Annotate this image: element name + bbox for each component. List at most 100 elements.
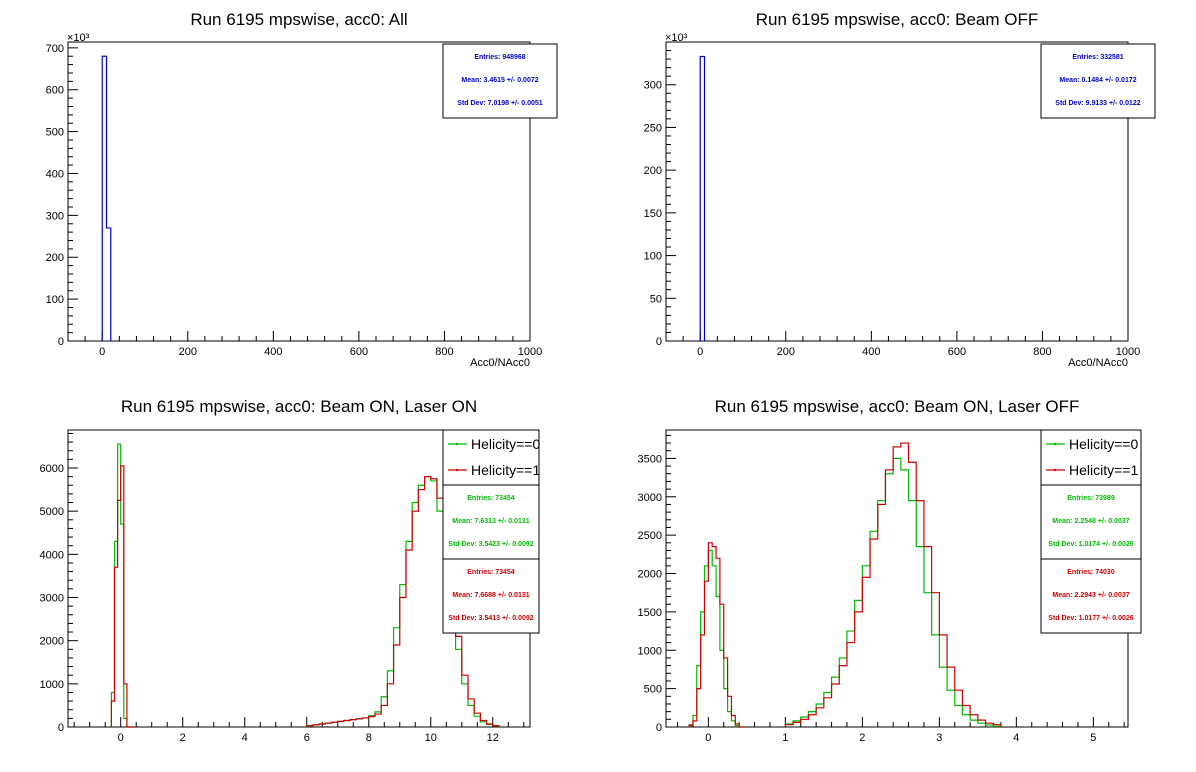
x-tick-label: 4 xyxy=(242,732,248,744)
histogram-series-2 xyxy=(784,457,1002,727)
x-tick-label: 200 xyxy=(777,346,795,358)
y-tick-label: 500 xyxy=(46,127,64,139)
y-exponent-label: ×10³ xyxy=(665,32,688,44)
y-tick-label: 200 xyxy=(46,252,64,264)
plot-frame xyxy=(67,41,531,342)
x-tick-label: 400 xyxy=(264,346,282,358)
histogram-series-0 xyxy=(699,55,706,341)
x-tick-label: 200 xyxy=(179,346,197,358)
stats-line: Mean: 7.6313 +/- 0.0131 xyxy=(452,518,529,525)
legend-label: Helicity==0 xyxy=(471,436,540,452)
stats-line: Std Dev: 1.0177 +/- 0.0026 xyxy=(1048,615,1134,622)
y-tick-label: 100 xyxy=(644,251,662,263)
legend-label: Helicity==0 xyxy=(1069,436,1138,452)
chart-svg: 0 100 200 300 400 500 600 700 0 200 400 600 800 1000A… xyxy=(46,32,558,369)
x-tick-label: 800 xyxy=(435,346,453,358)
histogram-series-0 xyxy=(101,55,112,341)
x-tick-label: 0 xyxy=(99,346,105,358)
stats-line: Std Dev: 7.0198 +/- 0.0051 xyxy=(457,100,543,107)
y-tick-label: 50 xyxy=(650,293,662,305)
y-tick-label: 500 xyxy=(644,684,662,696)
stats-line: Entries: 73454 xyxy=(467,569,515,576)
x-tick-label: 800 xyxy=(1033,346,1051,358)
histogram-pad-beam-off: Run 6195 mpswise, acc0: Beam OFF 0 50 100 1… xyxy=(598,0,1196,386)
y-tick-label: 0 xyxy=(656,336,662,348)
x-tick-label: 12 xyxy=(487,732,499,744)
histogram-series-1 xyxy=(110,465,134,728)
histogram-pad-all: Run 6195 mpswise, acc0: All 0 100 200 300 40… xyxy=(0,0,598,386)
x-axis-title: Acc0/NAcc0 xyxy=(1068,357,1128,369)
stats-line: Entries: 332581 xyxy=(1072,54,1123,61)
stats-box xyxy=(1040,558,1142,634)
x-tick-label: 5 xyxy=(1090,732,1096,744)
chart-svg: 0 50 100 150 200 250 300 0 200 400 600 800 1000Acc0/… xyxy=(644,32,1156,369)
y-tick-label: 6000 xyxy=(40,463,64,475)
y-tick-label: 1000 xyxy=(638,645,662,657)
stats-line: Mean: 0.1484 +/- 0.0172 xyxy=(1059,77,1136,84)
x-axis-title: Acc0/NAcc0 xyxy=(470,357,530,369)
x-tick-label: 0 xyxy=(697,346,703,358)
stats-line: Mean: 2.2548 +/- 0.0037 xyxy=(1052,518,1129,525)
pad-title: Run 6195 mpswise, acc0: Beam ON, Laser O… xyxy=(714,397,1080,416)
x-tick-label: 0 xyxy=(118,732,124,744)
pad-title: Run 6195 mpswise, acc0: All xyxy=(190,10,408,29)
x-tick-label: 10 xyxy=(425,732,437,744)
x-tick-label: 1000 xyxy=(518,346,542,358)
stats-box xyxy=(442,558,540,634)
y-exponent-label: ×10³ xyxy=(67,32,90,44)
stats-box xyxy=(1040,43,1156,119)
stats-line: Entries: 73989 xyxy=(1067,495,1115,502)
histogram-series-3 xyxy=(306,476,500,727)
y-tick-label: 150 xyxy=(644,208,662,220)
stats-box xyxy=(1040,484,1142,560)
y-tick-label: 250 xyxy=(644,122,662,134)
legend-label: Helicity==1 xyxy=(1069,462,1138,478)
histogram-series-1 xyxy=(688,542,743,728)
y-tick-label: 1000 xyxy=(40,679,64,691)
y-tick-label: 5000 xyxy=(40,506,64,518)
x-tick-label: 400 xyxy=(862,346,880,358)
chart-svg: 0 1000 2000 3000 4000 5000 6000 0 2 4 6 8 10 12 Helici… xyxy=(40,429,540,744)
stats-line: Std Dev: 3.5423 +/- 0.0092 xyxy=(448,541,534,548)
x-tick-label: 600 xyxy=(948,346,966,358)
y-tick-label: 300 xyxy=(46,210,64,222)
y-tick-label: 100 xyxy=(46,294,64,306)
legend-label: Helicity==1 xyxy=(471,462,540,478)
x-tick-label: 600 xyxy=(350,346,368,358)
stats-box xyxy=(442,484,540,560)
stats-line: Std Dev: 3.5413 +/- 0.0092 xyxy=(448,615,534,622)
histogram-pad-beam-on-laser-off: Run 6195 mpswise, acc0: Beam ON, Laser O… xyxy=(598,386,1196,772)
y-tick-label: 2000 xyxy=(638,569,662,581)
stats-line: Mean: 2.2943 +/- 0.0037 xyxy=(1052,592,1129,599)
x-tick-label: 0 xyxy=(705,732,711,744)
pad-title: Run 6195 mpswise, acc0: Beam ON, Laser O… xyxy=(120,397,478,416)
x-tick-label: 2 xyxy=(180,732,186,744)
legend-box xyxy=(442,429,540,486)
histogram-series-0 xyxy=(688,549,743,728)
stats-line: Entries: 74030 xyxy=(1067,569,1115,576)
y-tick-label: 0 xyxy=(656,722,662,734)
y-tick-label: 400 xyxy=(46,168,64,180)
x-tick-label: 4 xyxy=(1013,732,1019,744)
x-tick-label: 1000 xyxy=(1116,346,1140,358)
legend-marker xyxy=(1053,468,1057,472)
y-tick-label: 2500 xyxy=(638,530,662,542)
plot-frame xyxy=(665,41,1129,342)
y-tick-label: 700 xyxy=(46,43,64,55)
y-tick-label: 600 xyxy=(46,85,64,97)
x-tick-label: 2 xyxy=(859,732,865,744)
stats-line: Entries: 73454 xyxy=(467,495,515,502)
stats-line: Std Dev: 9.9133 +/- 0.0122 xyxy=(1055,100,1141,107)
y-tick-label: 1500 xyxy=(638,607,662,619)
stats-line: Std Dev: 1.0174 +/- 0.0026 xyxy=(1048,541,1134,548)
stats-line: Mean: 7.6688 +/- 0.0131 xyxy=(452,592,529,599)
y-tick-label: 2000 xyxy=(40,636,64,648)
x-tick-label: 1 xyxy=(782,732,788,744)
x-tick-label: 3 xyxy=(936,732,942,744)
chart-svg: 0 500 1000 1500 2000 2500 3000 3500 0 1 2 3 4 5 Helici… xyxy=(638,429,1142,744)
y-tick-label: 200 xyxy=(644,165,662,177)
x-tick-label: 6 xyxy=(304,732,310,744)
x-tick-label: 8 xyxy=(366,732,372,744)
y-tick-label: 4000 xyxy=(40,549,64,561)
legend-box xyxy=(1040,429,1142,486)
